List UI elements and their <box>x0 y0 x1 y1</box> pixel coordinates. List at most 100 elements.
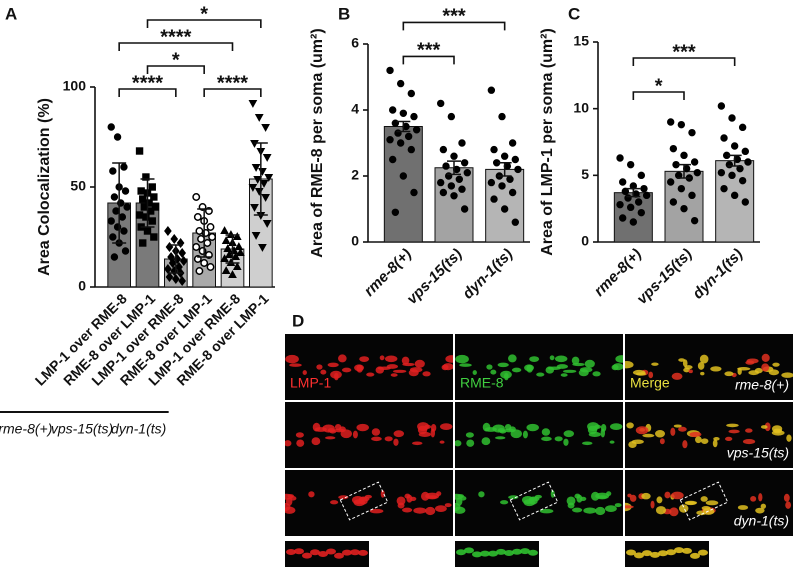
signal-blob <box>334 423 342 431</box>
signal-blob <box>504 423 512 431</box>
signal-blob <box>442 363 453 371</box>
signal-blob <box>366 372 375 377</box>
x-tick-label: dyn-1(ts) <box>459 246 516 303</box>
signal-blob <box>742 439 756 445</box>
data-point <box>624 194 632 202</box>
crop-blob <box>504 549 514 556</box>
signal-blob <box>436 491 442 497</box>
crop-blob <box>496 548 506 555</box>
data-point <box>693 168 701 177</box>
signal-blob <box>285 354 299 364</box>
y-tick-label: 100 <box>63 78 87 94</box>
crop-blob <box>650 551 660 558</box>
data-point <box>447 182 456 190</box>
data-point <box>626 160 635 169</box>
data-point <box>437 178 445 187</box>
micrograph <box>455 470 623 536</box>
significance-bracket <box>402 55 455 65</box>
signal-blob <box>648 371 654 379</box>
data-point <box>730 191 739 200</box>
data-point <box>165 272 174 282</box>
data-point <box>463 169 471 177</box>
signal-blob <box>671 491 684 500</box>
signal-blob <box>338 354 347 363</box>
data-point <box>137 187 145 195</box>
data-point <box>621 187 630 196</box>
crop-blob <box>350 549 360 556</box>
signal-blob <box>713 437 720 441</box>
data-point <box>680 151 688 160</box>
signal-blob <box>492 424 505 433</box>
data-point <box>690 158 699 166</box>
signal-blob <box>786 434 792 442</box>
bar <box>434 167 474 243</box>
signal-blob <box>285 493 293 500</box>
signal-blob <box>701 505 711 511</box>
signal-blob <box>563 430 575 438</box>
error-bar <box>497 162 512 177</box>
data-point <box>626 203 635 212</box>
data-point <box>677 120 686 129</box>
signal-blob <box>459 363 472 367</box>
data-point <box>258 167 267 176</box>
crop-blob <box>626 549 636 556</box>
data-point <box>223 244 233 253</box>
data-point <box>221 236 231 245</box>
signal-blob <box>761 363 770 372</box>
signal-blob <box>761 353 770 362</box>
signal-blob <box>579 496 587 501</box>
signal-blob <box>642 433 655 438</box>
data-point <box>139 239 147 247</box>
data-point <box>224 250 234 259</box>
signal-blob <box>285 506 296 514</box>
y-tick-label: 2 <box>351 167 359 183</box>
data-point <box>458 185 466 193</box>
crop-blob <box>472 551 482 558</box>
data-point <box>220 254 229 263</box>
signal-blob <box>595 506 606 516</box>
signal-blob <box>764 422 771 432</box>
data-point <box>720 134 728 142</box>
data-point <box>258 243 267 252</box>
data-point <box>410 188 418 197</box>
data-point <box>253 175 263 184</box>
signal-blob <box>673 424 682 428</box>
data-point <box>192 193 201 201</box>
signal-blob <box>408 369 419 377</box>
data-point <box>500 205 509 213</box>
crop-blob <box>456 549 466 556</box>
error-bar <box>677 163 691 179</box>
signal-blob <box>655 506 667 515</box>
data-point <box>396 79 405 88</box>
data-point <box>642 191 651 200</box>
signal-blob <box>418 431 431 437</box>
data-point <box>195 267 204 275</box>
signal-blob <box>522 430 528 439</box>
signal-blob <box>700 496 708 502</box>
signal-blob <box>481 437 491 446</box>
data-point <box>616 200 624 209</box>
data-point <box>135 147 144 155</box>
signal-blob <box>504 372 509 381</box>
crop-blob <box>682 547 692 554</box>
data-point <box>447 112 456 121</box>
signal-blob <box>541 436 552 442</box>
signal-blob <box>609 423 623 431</box>
data-point <box>490 195 498 203</box>
data-point <box>234 242 244 251</box>
data-point <box>220 226 229 235</box>
crop-blob <box>488 550 498 557</box>
error-bar <box>112 162 127 244</box>
data-point <box>148 183 156 191</box>
signal-blob <box>615 355 623 363</box>
significance-bracket <box>118 88 177 97</box>
data-point <box>107 123 115 131</box>
signal-blob <box>685 501 697 506</box>
signal-blob <box>771 425 783 433</box>
signal-blob <box>369 508 384 514</box>
signal-blob <box>635 372 647 376</box>
error-bar <box>168 244 183 274</box>
data-point <box>669 144 678 153</box>
signal-blob <box>699 354 709 364</box>
data-point <box>455 175 464 184</box>
